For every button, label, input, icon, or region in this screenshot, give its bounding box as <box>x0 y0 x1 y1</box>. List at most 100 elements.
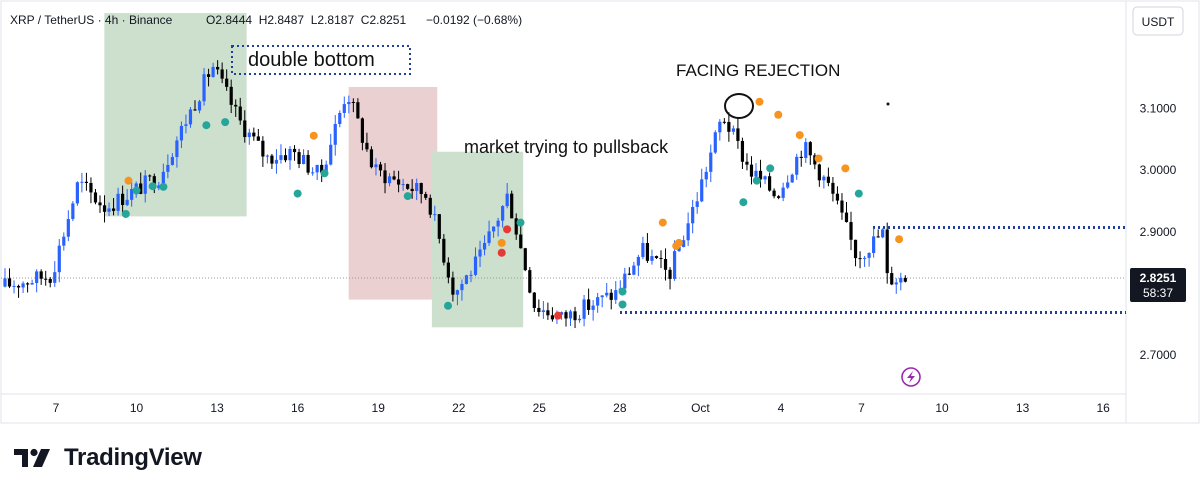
candle <box>48 277 52 288</box>
candle <box>243 110 247 143</box>
candle <box>175 136 179 168</box>
candle <box>57 239 61 283</box>
candle <box>885 222 889 284</box>
x-tick-label: 25 <box>533 401 547 415</box>
signal-dot-teal <box>766 164 775 173</box>
candle <box>292 145 297 161</box>
x-tick-label: 16 <box>1096 401 1110 415</box>
candle <box>645 233 650 263</box>
candle <box>894 278 898 294</box>
candle <box>469 270 473 283</box>
candle <box>713 130 717 154</box>
candle <box>252 127 256 141</box>
candle <box>102 195 107 223</box>
candle <box>170 153 174 166</box>
candle <box>311 167 315 176</box>
market-trying-label: market trying to pullsback <box>464 137 669 157</box>
candle <box>111 198 116 216</box>
candle <box>451 271 455 302</box>
candle <box>211 62 215 78</box>
candle <box>514 213 518 240</box>
candle <box>872 228 876 258</box>
candle <box>840 193 844 220</box>
signal-dot-teal <box>403 192 412 201</box>
candle <box>492 226 496 238</box>
signal-dot-orange <box>497 238 506 247</box>
signal-dot-red <box>497 248 506 257</box>
signal-dot-teal <box>320 169 329 178</box>
candle <box>722 118 726 125</box>
candle <box>573 306 577 329</box>
candle <box>496 217 500 237</box>
y-tick-label: 3.0000 <box>1140 163 1177 177</box>
candle <box>301 149 306 165</box>
candle <box>139 172 143 195</box>
candle <box>727 112 731 142</box>
candle <box>188 107 193 128</box>
candle <box>130 181 134 207</box>
candle <box>718 119 722 141</box>
candle <box>541 300 545 319</box>
candle <box>777 195 781 200</box>
currency-button[interactable] <box>1132 6 1184 36</box>
signal-dot-teal <box>148 182 157 191</box>
candle <box>577 314 582 323</box>
candle <box>193 100 197 111</box>
flash-icon[interactable] <box>901 367 921 387</box>
candle <box>401 178 405 191</box>
candle <box>75 181 79 206</box>
candle <box>360 117 364 151</box>
candle <box>632 261 636 276</box>
signal-dot-red <box>554 311 563 320</box>
candle <box>30 279 34 285</box>
price-axis[interactable]: 3.1000 3.0000 2.9000 2.7000 <box>1140 102 1177 362</box>
signal-dot-teal <box>752 176 761 185</box>
candle <box>347 95 351 114</box>
zone-green <box>431 151 524 328</box>
candle <box>853 239 858 267</box>
signal-dot-teal <box>618 287 627 296</box>
candle <box>591 300 595 321</box>
candle <box>826 167 830 187</box>
candle <box>700 168 704 203</box>
candle <box>460 279 464 301</box>
candle <box>274 149 279 174</box>
signal-dot-teal <box>202 121 211 130</box>
candle <box>342 96 346 118</box>
zones-layer <box>104 13 524 328</box>
candle <box>817 163 821 187</box>
tradingview-brand[interactable]: TradingView <box>14 444 202 472</box>
candle <box>442 234 446 266</box>
candle <box>808 141 812 165</box>
candle <box>419 182 423 204</box>
x-tick-label: Oct <box>691 401 710 415</box>
candle <box>161 163 165 187</box>
candle <box>365 132 369 152</box>
candle <box>781 182 785 202</box>
candle <box>143 170 147 203</box>
candle <box>279 144 283 164</box>
candle <box>505 182 509 209</box>
candle <box>790 173 794 183</box>
candle <box>546 302 550 320</box>
candle <box>148 174 152 182</box>
signal-dot-teal <box>516 218 525 227</box>
signal-dot-red <box>503 225 512 234</box>
candle <box>53 261 57 287</box>
candle <box>329 133 333 166</box>
candle <box>858 251 862 269</box>
facing-rejection-label: FACING REJECTION <box>676 61 840 80</box>
time-axis[interactable]: 7 10 13 16 19 22 25 28 Oct 4 7 10 13 16 <box>53 401 1110 415</box>
signal-dot-teal <box>293 189 302 198</box>
candle <box>772 188 776 199</box>
candle <box>537 299 541 317</box>
candle <box>71 201 75 222</box>
candle <box>763 175 767 185</box>
x-tick-label: 10 <box>935 401 949 415</box>
candle <box>654 255 659 259</box>
candle <box>392 170 396 181</box>
y-tick-label: 2.9000 <box>1140 225 1177 239</box>
signal-dot-teal <box>221 118 230 127</box>
candle <box>21 281 25 293</box>
candle <box>455 289 460 306</box>
